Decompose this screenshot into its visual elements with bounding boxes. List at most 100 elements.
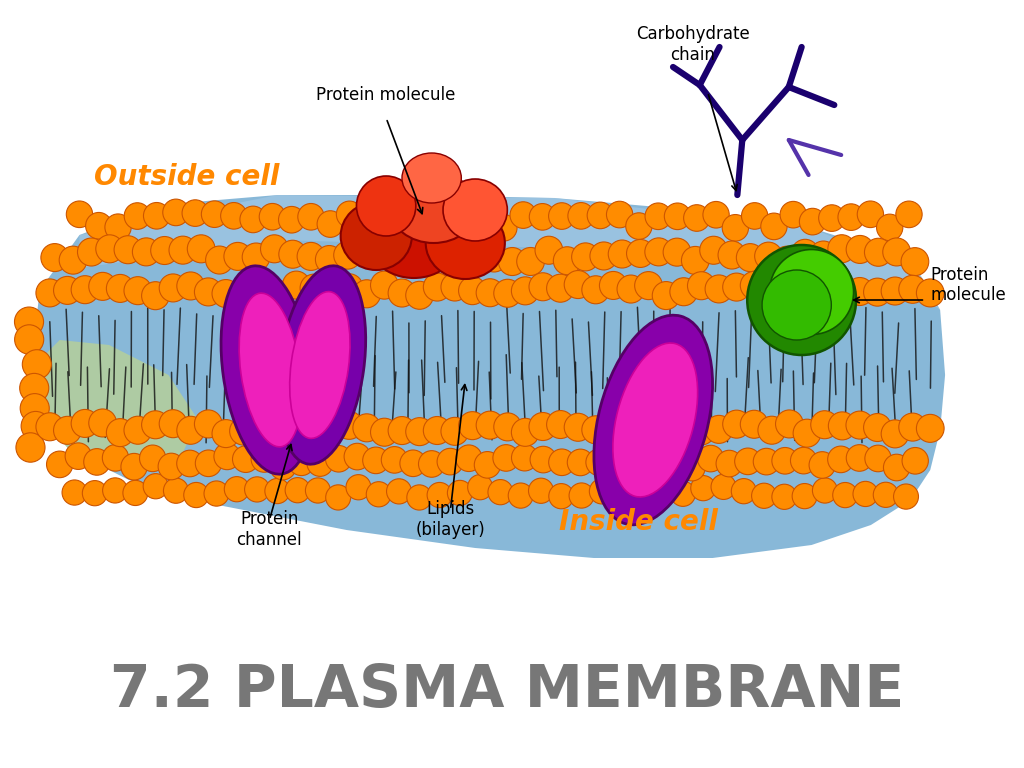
Ellipse shape <box>736 243 764 272</box>
Ellipse shape <box>642 450 668 477</box>
Ellipse shape <box>220 203 247 229</box>
Ellipse shape <box>456 445 482 472</box>
Ellipse shape <box>169 236 197 264</box>
Ellipse shape <box>529 204 556 230</box>
Ellipse shape <box>462 242 489 270</box>
Ellipse shape <box>89 273 117 300</box>
Ellipse shape <box>818 205 845 231</box>
Ellipse shape <box>863 413 891 442</box>
Ellipse shape <box>341 202 412 270</box>
Ellipse shape <box>599 412 627 440</box>
Ellipse shape <box>877 214 903 240</box>
Ellipse shape <box>388 416 416 445</box>
Ellipse shape <box>791 447 817 474</box>
Ellipse shape <box>406 281 433 310</box>
Ellipse shape <box>326 485 350 510</box>
Ellipse shape <box>811 411 839 439</box>
Ellipse shape <box>423 416 451 445</box>
Text: Protein molecule: Protein molecule <box>316 86 456 104</box>
Ellipse shape <box>221 266 313 474</box>
Ellipse shape <box>106 274 134 303</box>
Ellipse shape <box>599 271 627 300</box>
Ellipse shape <box>828 412 856 440</box>
Ellipse shape <box>289 449 314 475</box>
Ellipse shape <box>716 450 742 477</box>
Ellipse shape <box>792 240 819 267</box>
Ellipse shape <box>794 419 821 447</box>
Ellipse shape <box>204 481 229 506</box>
Ellipse shape <box>846 236 873 263</box>
Ellipse shape <box>20 393 49 423</box>
Ellipse shape <box>96 235 124 263</box>
Ellipse shape <box>102 445 129 471</box>
Ellipse shape <box>279 207 305 233</box>
Ellipse shape <box>141 411 169 439</box>
Ellipse shape <box>187 235 215 263</box>
Ellipse shape <box>752 483 776 508</box>
Ellipse shape <box>453 207 478 234</box>
Ellipse shape <box>553 247 581 275</box>
Ellipse shape <box>371 419 398 446</box>
Ellipse shape <box>510 202 537 228</box>
Ellipse shape <box>670 278 697 306</box>
Ellipse shape <box>894 484 919 509</box>
Ellipse shape <box>353 414 381 442</box>
Ellipse shape <box>740 271 768 300</box>
Ellipse shape <box>665 203 690 230</box>
Ellipse shape <box>59 247 87 274</box>
Ellipse shape <box>406 418 433 445</box>
Ellipse shape <box>582 415 609 444</box>
Ellipse shape <box>896 201 923 227</box>
Ellipse shape <box>265 478 290 504</box>
Ellipse shape <box>371 271 398 300</box>
Ellipse shape <box>864 238 892 266</box>
Ellipse shape <box>780 201 806 228</box>
Ellipse shape <box>195 278 222 306</box>
Ellipse shape <box>335 273 362 302</box>
Ellipse shape <box>529 412 557 441</box>
Ellipse shape <box>511 276 539 305</box>
Ellipse shape <box>441 417 469 445</box>
Ellipse shape <box>793 484 817 508</box>
Ellipse shape <box>706 275 733 303</box>
Ellipse shape <box>114 236 141 263</box>
Ellipse shape <box>283 271 310 299</box>
Ellipse shape <box>352 236 380 263</box>
Ellipse shape <box>586 449 612 475</box>
Ellipse shape <box>549 484 573 508</box>
Polygon shape <box>30 340 199 468</box>
Ellipse shape <box>407 236 434 263</box>
Ellipse shape <box>609 485 635 511</box>
Ellipse shape <box>761 213 787 240</box>
Ellipse shape <box>247 278 275 306</box>
Ellipse shape <box>645 203 672 230</box>
Ellipse shape <box>528 478 553 503</box>
Ellipse shape <box>229 282 257 310</box>
Ellipse shape <box>863 278 891 306</box>
Ellipse shape <box>46 451 73 478</box>
Ellipse shape <box>731 478 757 504</box>
Ellipse shape <box>594 315 713 525</box>
Ellipse shape <box>86 213 112 239</box>
Ellipse shape <box>106 419 134 447</box>
Ellipse shape <box>681 247 710 274</box>
Ellipse shape <box>587 202 613 229</box>
Ellipse shape <box>124 203 151 230</box>
Ellipse shape <box>423 273 451 301</box>
Ellipse shape <box>419 451 444 477</box>
Ellipse shape <box>426 207 505 279</box>
Ellipse shape <box>758 416 785 444</box>
Text: Protein
molecule: Protein molecule <box>930 266 1006 304</box>
Ellipse shape <box>564 270 592 299</box>
Ellipse shape <box>530 446 556 473</box>
Ellipse shape <box>828 275 856 303</box>
Ellipse shape <box>317 276 345 304</box>
Ellipse shape <box>307 450 333 476</box>
Ellipse shape <box>547 411 574 439</box>
Ellipse shape <box>206 246 233 274</box>
Ellipse shape <box>608 240 636 268</box>
Ellipse shape <box>490 214 517 241</box>
Ellipse shape <box>164 478 188 503</box>
Ellipse shape <box>459 412 486 439</box>
Ellipse shape <box>285 478 310 503</box>
